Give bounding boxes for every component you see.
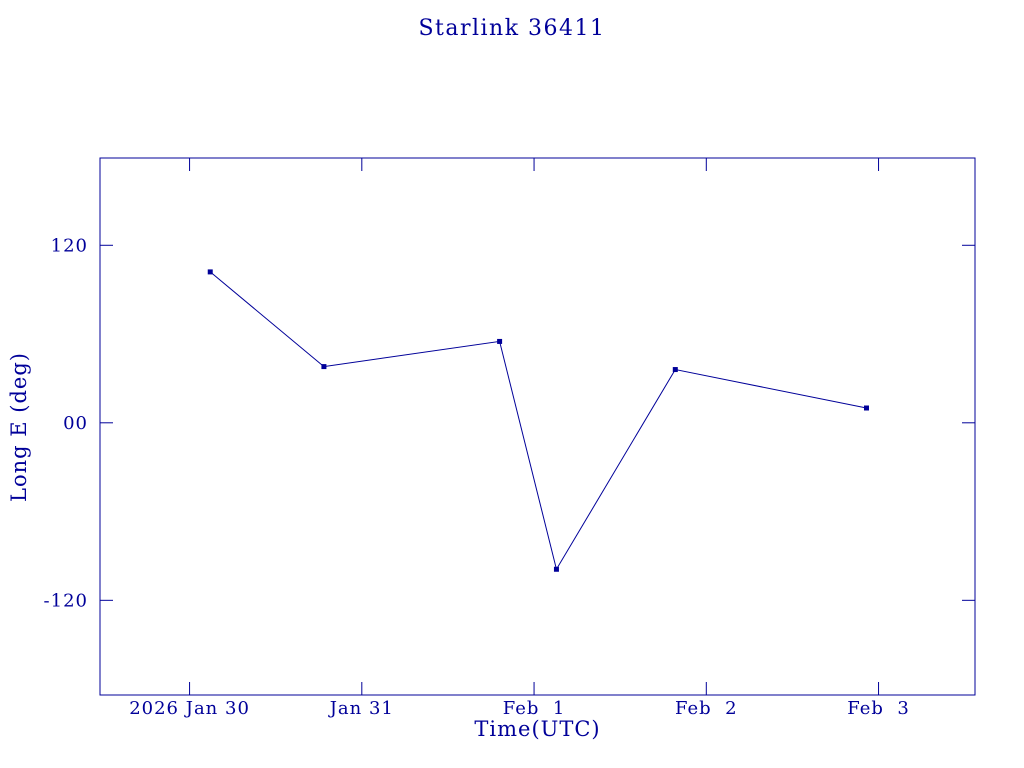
- y-tick-label: 00: [63, 413, 88, 434]
- x-tick-label: Jan 31: [328, 698, 394, 719]
- data-point-marker: [321, 364, 327, 370]
- x-tick-label: Feb 1: [503, 698, 566, 719]
- data-point-marker: [672, 367, 678, 373]
- y-tick-label: 120: [51, 235, 88, 256]
- x-tick-label: 2026 Jan 30: [129, 698, 250, 719]
- data-point-marker: [497, 338, 503, 344]
- chart-title: Starlink 36411: [418, 16, 606, 41]
- axes-frame: [99, 157, 976, 696]
- data-line: [209, 271, 867, 571]
- x-axis-label: Time(UTC): [474, 717, 601, 741]
- x-tick-label: Feb 3: [847, 698, 910, 719]
- data-point-marker: [207, 269, 213, 275]
- data-point-marker: [863, 405, 869, 411]
- data-point-marker: [553, 566, 559, 572]
- y-tick-label: -120: [44, 590, 88, 611]
- x-tick-label: Feb 2: [675, 698, 738, 719]
